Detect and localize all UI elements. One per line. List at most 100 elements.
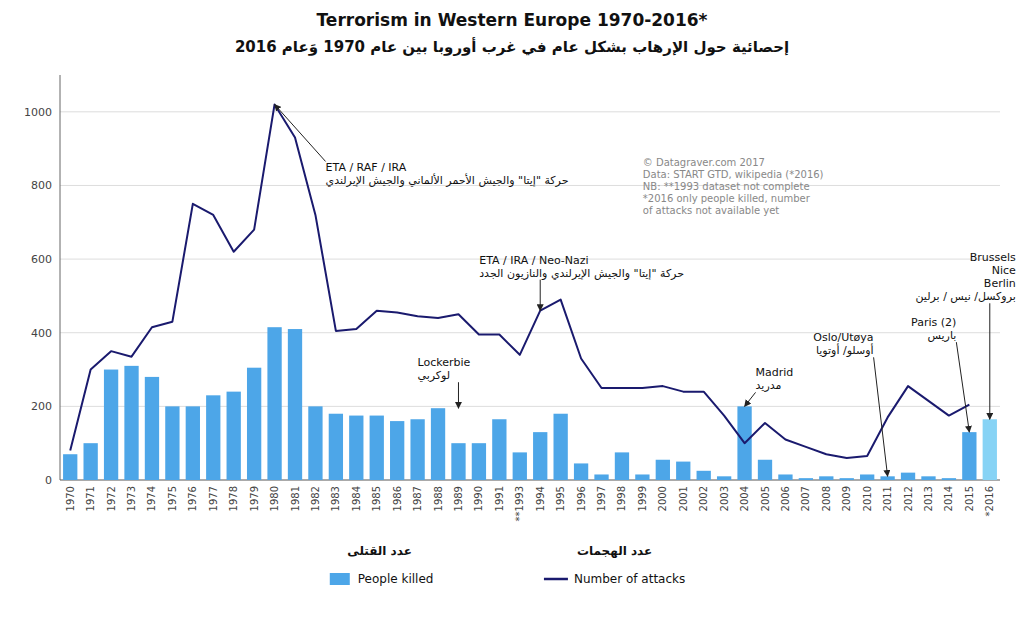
- x-tick-label: 1973: [126, 486, 137, 511]
- x-tick-label: 2004: [739, 486, 750, 511]
- annotations: ETA / RAF / IRAحركة "إيتا" والجيش الأحمر…: [275, 104, 1016, 476]
- annotation: Lockerbieلوكربي: [417, 356, 470, 382]
- bar: [288, 329, 302, 480]
- source-note-line: © Datagraver.com 2017: [643, 157, 765, 168]
- legend-swatch: [544, 578, 568, 581]
- bar: [676, 462, 690, 480]
- x-tick-label: 2015: [964, 486, 975, 511]
- grid: [60, 112, 1000, 480]
- subtitle: إحصائية حول الإرهاب بشكل عام في غرب أورو…: [235, 37, 789, 56]
- annotation: ETA / IRA / Neo-Naziحركة "إيتا" والجيش ا…: [479, 254, 684, 280]
- bar: [390, 421, 404, 480]
- annotation-text: Madrid: [756, 366, 794, 379]
- bar: [697, 471, 711, 480]
- annotation-line: Berlin: [984, 277, 1016, 290]
- bar: [308, 406, 322, 480]
- bar: [472, 443, 486, 480]
- legend-label-ar: عدد القتلى: [347, 544, 412, 558]
- x-tick-label: 1976: [187, 486, 198, 511]
- bar: [942, 478, 956, 480]
- bar: [145, 377, 159, 480]
- source-note: © Datagraver.com 2017Data: START GTD, wi…: [643, 157, 824, 216]
- legend-item: People killed: [330, 572, 434, 586]
- bar: [165, 406, 179, 480]
- x-tick-label: 1977: [208, 486, 219, 511]
- x-tick-label: 1970: [65, 486, 76, 511]
- bar: [206, 395, 220, 480]
- annotation-arrow: [874, 357, 888, 476]
- annotation-text: Oslo/Utøya: [813, 331, 873, 344]
- annotation-line: ETA / IRA / Neo-Nazi: [479, 254, 588, 267]
- x-tick-label: 1975: [167, 486, 178, 511]
- x-tick-label: 1983: [330, 486, 341, 511]
- x-tick-label: 1982: [310, 486, 321, 511]
- x-tick-label: 2009: [841, 486, 852, 511]
- x-tick-label: 1971: [85, 486, 96, 511]
- bar: [410, 419, 424, 480]
- bar: [574, 463, 588, 480]
- y-tick-label: 200: [31, 400, 52, 413]
- title: Terrorism in Western Europe 1970-2016*: [317, 10, 708, 30]
- x-tick-label: 1998: [616, 486, 627, 511]
- y-tick-label: 1000: [24, 106, 52, 119]
- annotation: Paris (2)باريس: [911, 316, 956, 342]
- x-tick-label: 2003: [719, 486, 730, 511]
- bar: [962, 432, 976, 480]
- x-tick-label: 2000: [657, 486, 668, 511]
- x-tick-label: 2002: [698, 486, 709, 511]
- x-tick-label: 1989: [453, 486, 464, 511]
- bar: [431, 408, 445, 480]
- annotation-line: Nice: [992, 264, 1016, 277]
- grid-line: [60, 480, 1000, 481]
- annotation-text-ar: لوكربي: [417, 369, 450, 382]
- bar: [983, 419, 997, 480]
- y-tick-label: 800: [31, 179, 52, 192]
- chart: Terrorism in Western Europe 1970-2016* إح…: [0, 0, 1024, 633]
- annotation-arrow: [989, 303, 990, 419]
- bar: [124, 366, 138, 480]
- x-tick-label: 1980: [269, 486, 280, 511]
- annotation-arrow: [745, 392, 756, 406]
- grid-line: [60, 406, 1000, 407]
- x-tick-label: 1988: [433, 486, 444, 511]
- x-tick-label: 1997: [596, 486, 607, 511]
- x-tick-label: 2012: [903, 486, 914, 511]
- x-tick-label: 1972: [106, 486, 117, 511]
- x-tick-label: 1986: [392, 486, 403, 511]
- x-tick-label: 1981: [290, 486, 301, 511]
- bar: [799, 478, 813, 480]
- source-note-line: Data: START GTD, wikipedia (*2016): [643, 169, 824, 180]
- x-tick-label: 1999: [637, 486, 648, 511]
- x-tick-label: 1985: [371, 486, 382, 511]
- annotation-text-ar: باريس: [928, 329, 957, 342]
- annotation: BrusselsNiceBerlinبروكسل/ نيس / برلين: [915, 251, 1016, 303]
- legend-label: People killed: [358, 572, 434, 586]
- annotation-line: Oslo/Utøya: [813, 331, 873, 344]
- bar: [186, 406, 200, 480]
- x-tick-label: 2008: [821, 486, 832, 511]
- x-tick-label: 1994: [535, 486, 546, 511]
- annotation-arrow: [540, 280, 541, 311]
- bar: [227, 392, 241, 480]
- bar: [717, 476, 731, 480]
- bar: [921, 476, 935, 480]
- x-axis: [60, 480, 1000, 481]
- source-note-line: NB: **1993 dataset not complete: [643, 181, 810, 192]
- annotation-arrow: [275, 104, 326, 161]
- x-tick-label: 1995: [555, 486, 566, 511]
- bar: [247, 368, 261, 480]
- annotation: Oslo/Utøyaأوسلو/ أوتويا: [813, 331, 873, 357]
- bar: [492, 419, 506, 480]
- bar: [84, 443, 98, 480]
- x-tick-label: 1996: [576, 486, 587, 511]
- bar: [819, 476, 833, 480]
- legend-label: Number of attacks: [574, 572, 685, 586]
- annotation-arrow: [458, 382, 459, 408]
- annotation-text: BrusselsNiceBerlin: [970, 251, 1016, 290]
- bar: [840, 478, 854, 480]
- y-axis: [60, 75, 61, 480]
- bar: [860, 474, 874, 480]
- x-tick-label: *2016: [984, 486, 995, 516]
- annotation-text: Paris (2): [911, 316, 956, 329]
- legend-swatch: [330, 573, 350, 585]
